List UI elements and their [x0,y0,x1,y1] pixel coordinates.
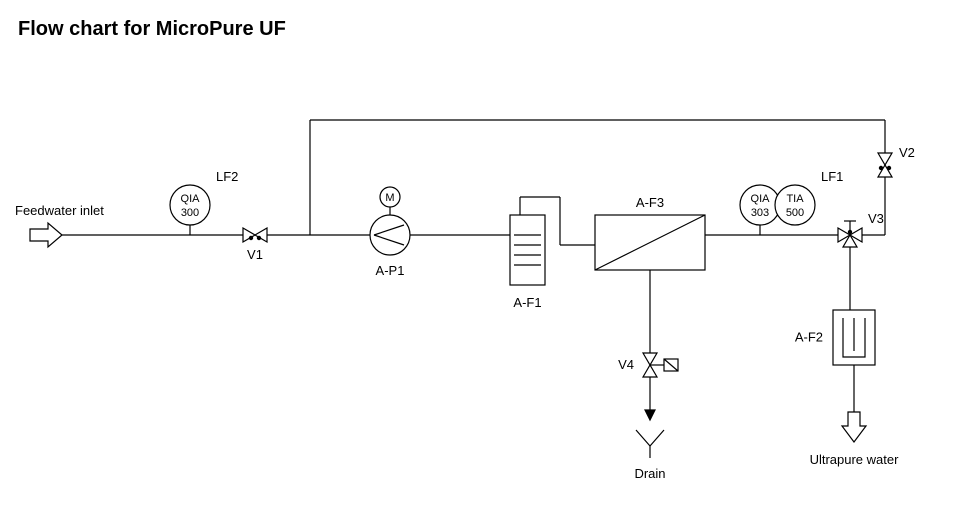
diagram-container: Flow chart for MicroPure UF Feedwater in… [0,0,954,529]
tia500-line1: TIA [786,193,804,205]
qia303-line2: 303 [751,207,769,219]
qia300-line2: 300 [181,207,199,219]
tia500-line2: 500 [786,207,804,219]
flow-diagram: Feedwater inlet QIA 300 LF2 V1 V2 M A-P1 A-F1 A-F… [0,0,954,529]
af2-label: A-F2 [795,330,823,345]
v1-label: V1 [247,247,263,262]
v4-label: V4 [618,357,634,372]
qia303-line1: QIA [751,193,771,205]
feedwater-label: Feedwater inlet [15,203,104,218]
v3-label: V3 [868,211,884,226]
af3-label: A-F3 [636,195,664,210]
lf1-label: LF1 [821,169,843,184]
lf2-label: LF2 [216,169,238,184]
qia300-line1: QIA [181,193,201,205]
ultrapure-label: Ultrapure water [810,452,900,467]
ap1-label: A-P1 [376,263,405,278]
motor-m-label: M [385,192,394,204]
v2-label: V2 [899,145,915,160]
drain-label: Drain [634,466,665,481]
af1-label: A-F1 [513,295,541,310]
